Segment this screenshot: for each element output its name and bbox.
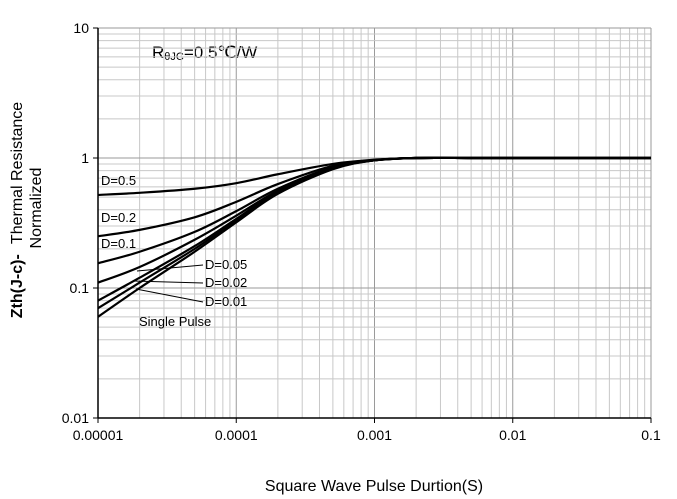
y-axis-title: Zth(J-c)- Thermal Resistance Normalized bbox=[9, 102, 45, 319]
y-tick-label: 1 bbox=[81, 150, 89, 166]
series-line-single-pulse bbox=[97, 156, 651, 318]
svg-text:Zth(J-c)- Thermal Resi: Zth(J-c)- Thermal Resistance bbox=[9, 102, 26, 319]
rthjc-prefix: R bbox=[152, 43, 164, 62]
x-tick-label: 0.001 bbox=[357, 427, 392, 443]
y-tick-label: 0.1 bbox=[70, 280, 90, 296]
y-tick-label: 10 bbox=[73, 20, 89, 36]
x-tick-label: 0.0001 bbox=[215, 427, 258, 443]
svg-text:Normalized: Normalized bbox=[28, 168, 45, 249]
x-tick-label: 0.00001 bbox=[73, 427, 124, 443]
series-group bbox=[97, 156, 651, 318]
y-axis-title-line1: Thermal Resistance bbox=[9, 102, 26, 244]
leader-line-d-0-01 bbox=[135, 288, 204, 303]
y-axis-title-line2: Normalized bbox=[28, 168, 45, 249]
leader-line-d-0-02 bbox=[132, 280, 204, 284]
series-label-d-0-2: D=0.2 bbox=[101, 210, 136, 225]
rthjc-annotation: RθJC=0.5℃/W bbox=[152, 43, 257, 63]
leader-line-d-0-05 bbox=[136, 264, 204, 272]
grid-lines bbox=[97, 27, 652, 419]
series-label-single-pulse: Single Pulse bbox=[139, 314, 211, 329]
series-label-d-0-05: D=0.05 bbox=[205, 257, 247, 272]
x-tick-label: 0.1 bbox=[641, 427, 661, 443]
y-tick-label: 0.01 bbox=[62, 410, 89, 426]
x-tick-label: 0.01 bbox=[499, 427, 526, 443]
x-axis-title: Square Wave Pulse Durtion(S) bbox=[265, 478, 483, 495]
series-label-d-0-1: D=0.1 bbox=[101, 236, 136, 251]
series-label-d-0-5: D=0.5 bbox=[101, 173, 136, 188]
series-label-d-0-01: D=0.01 bbox=[205, 294, 247, 309]
y-axis-title-bold: Zth(J-c)- bbox=[9, 254, 26, 318]
series-labels: D=0.5 D=0.2 D=0.1 D=0.05 D=0.02 D=0.01 Single … bbox=[101, 173, 247, 329]
series-label-d-0-02: D=0.02 bbox=[205, 275, 247, 290]
